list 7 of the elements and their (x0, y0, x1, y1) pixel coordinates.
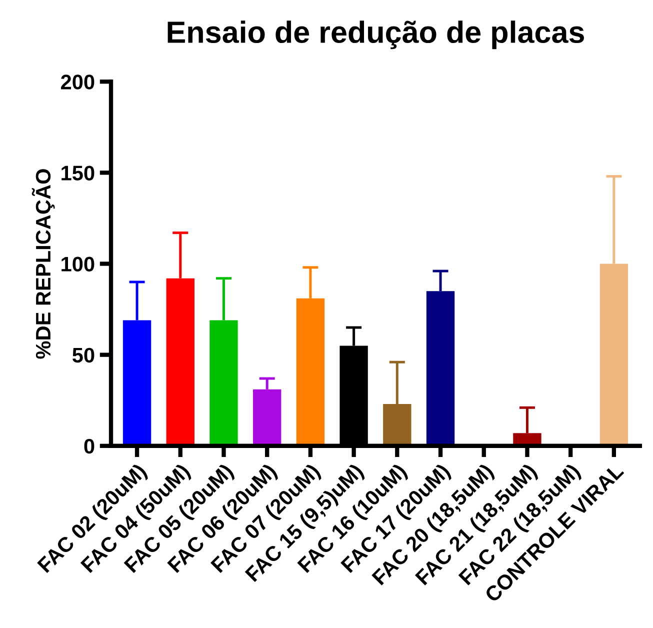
y-tick-label: 100 (62, 256, 94, 272)
chart-title: Ensaio de redução de placas (168, 20, 584, 50)
y-tick-label: 50 (72, 348, 94, 363)
y-tick-label: 150 (62, 166, 94, 180)
y-tick-label: 200 (61, 74, 94, 90)
y-axis-title: %DE REPLICAÇÃO (32, 169, 55, 359)
y-tick-label: 0 (84, 438, 94, 454)
